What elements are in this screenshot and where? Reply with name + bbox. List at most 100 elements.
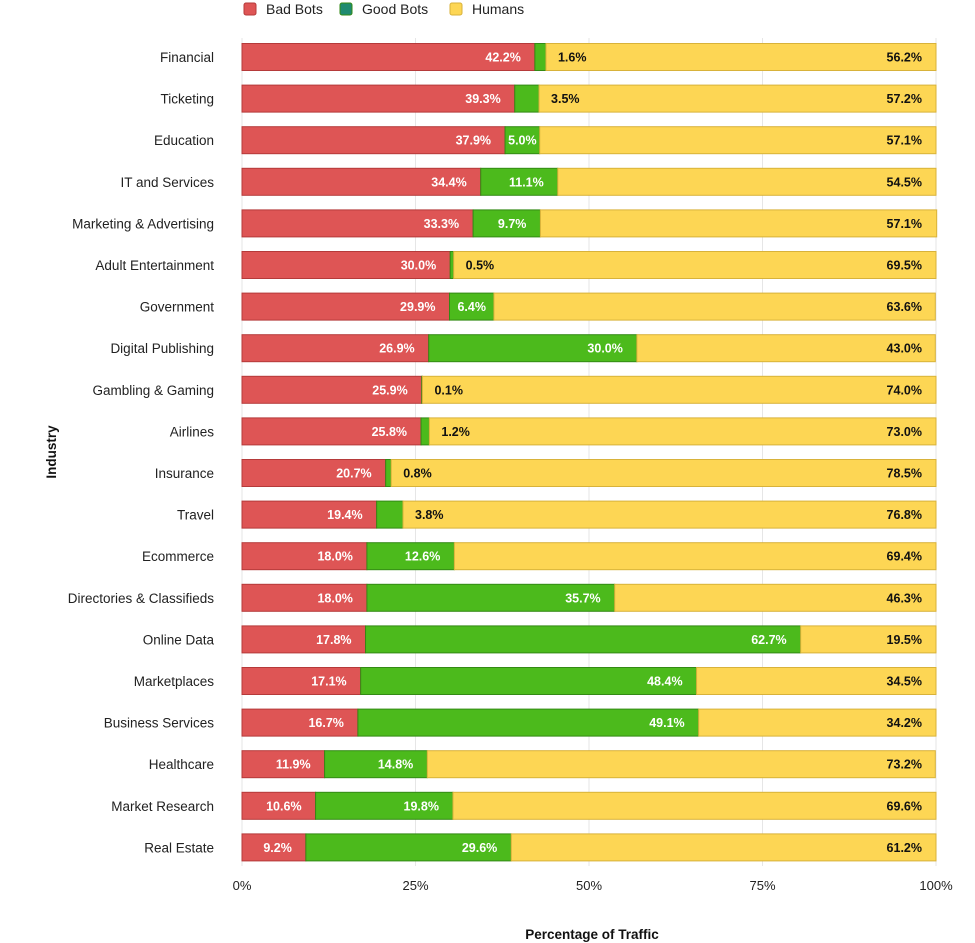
value-label-humans: 63.6% xyxy=(887,300,922,314)
bar-humans xyxy=(539,209,938,238)
value-label-humans: 43.0% xyxy=(887,342,922,356)
value-label-good-bots: 3.5% xyxy=(551,92,580,106)
value-label-bad-bots: 20.7% xyxy=(336,467,371,481)
bar-humans xyxy=(453,251,937,279)
value-label-good-bots: 62.7% xyxy=(751,633,786,647)
value-label-good-bots: 9.7% xyxy=(498,217,527,231)
bar-humans xyxy=(452,791,937,820)
bar-bad-bots xyxy=(241,43,536,71)
value-label-good-bots: 48.4% xyxy=(647,675,682,689)
value-label-bad-bots: 33.3% xyxy=(424,217,459,231)
category-label: Adult Entertainment xyxy=(95,258,214,273)
bar-bad-bots xyxy=(241,251,451,279)
bar-good-bots xyxy=(472,209,541,238)
bar-humans xyxy=(493,292,936,321)
bar-bad-bots xyxy=(241,500,378,529)
value-label-good-bots: 49.1% xyxy=(649,716,684,730)
bar-humans xyxy=(538,84,937,113)
bar-humans xyxy=(545,43,937,71)
bar-good-bots xyxy=(514,84,540,113)
bar-humans xyxy=(390,459,937,487)
x-tick-label: 75% xyxy=(749,878,775,893)
grid-lines xyxy=(241,38,937,866)
legend-label-humans: Humans xyxy=(472,1,524,17)
category-label: Airlines xyxy=(170,424,215,439)
bar-bad-bots xyxy=(241,417,422,446)
bar-bad-bots xyxy=(241,84,516,113)
x-axis-title: Percentage of Traffic xyxy=(525,927,659,942)
value-label-bad-bots: 26.9% xyxy=(379,342,414,356)
value-label-bad-bots: 25.9% xyxy=(372,383,407,397)
bar-good-bots xyxy=(365,625,802,654)
bar-humans xyxy=(402,500,937,529)
category-label: Online Data xyxy=(143,632,215,647)
value-label-bad-bots: 17.8% xyxy=(316,633,351,647)
value-label-humans: 61.2% xyxy=(887,841,922,855)
category-label: Financial xyxy=(160,50,214,65)
category-label: Insurance xyxy=(155,466,214,481)
value-label-humans: 73.2% xyxy=(887,758,922,772)
value-label-good-bots: 0.8% xyxy=(403,467,432,481)
bar-bad-bots xyxy=(241,167,482,196)
category-label: Travel xyxy=(177,508,214,523)
bar-humans xyxy=(510,833,937,862)
bar-humans xyxy=(428,417,937,446)
value-label-humans: 57.1% xyxy=(887,134,922,148)
value-label-bad-bots: 16.7% xyxy=(308,716,343,730)
category-label: Ecommerce xyxy=(142,549,214,564)
bar-good-bots xyxy=(449,292,495,321)
bar-good-bots xyxy=(420,417,430,446)
value-label-good-bots: 1.6% xyxy=(558,51,587,65)
value-label-good-bots: 11.1% xyxy=(509,175,544,189)
bar-humans xyxy=(453,542,937,571)
bar-bad-bots xyxy=(241,708,359,737)
bar-bad-bots xyxy=(241,833,307,862)
bar-bad-bots xyxy=(241,126,506,155)
bar-humans xyxy=(800,625,937,654)
category-label: Marketing & Advertising xyxy=(72,216,214,231)
bars: 42.2% 1.6% 56.2% 39.3% 3.5% 57.2% 37.9% 5.0% 57.… xyxy=(241,43,938,862)
x-tick-label: 50% xyxy=(576,878,602,893)
value-label-humans: 54.5% xyxy=(887,175,922,189)
value-label-bad-bots: 25.8% xyxy=(372,425,407,439)
value-label-humans: 34.2% xyxy=(887,716,922,730)
value-label-good-bots: 6.4% xyxy=(457,300,486,314)
value-label-humans: 34.5% xyxy=(887,675,922,689)
category-label: Ticketing xyxy=(160,92,214,107)
bar-good-bots xyxy=(504,126,541,155)
category-labels: Financial Ticketing Education IT and Servic… xyxy=(68,50,215,855)
value-label-humans: 78.5% xyxy=(887,467,922,481)
value-label-humans: 74.0% xyxy=(887,383,922,397)
y-axis-title: Industry xyxy=(44,425,59,479)
value-label-bad-bots: 10.6% xyxy=(266,799,301,813)
category-label: Market Research xyxy=(111,799,214,814)
bar-humans xyxy=(636,334,936,363)
legend-label-good-bots: Good Bots xyxy=(362,1,428,17)
bar-good-bots xyxy=(449,251,455,279)
x-tick-labels: 0% 25% 50% 75% 100% xyxy=(233,878,953,893)
category-label: IT and Services xyxy=(120,175,214,190)
x-tick-label: 100% xyxy=(919,878,953,893)
bar-bad-bots xyxy=(241,583,368,612)
value-label-bad-bots: 11.9% xyxy=(276,758,311,772)
value-label-good-bots: 12.6% xyxy=(405,550,440,564)
category-label: Healthcare xyxy=(149,757,214,772)
bar-good-bots xyxy=(385,459,392,487)
value-label-good-bots: 0.5% xyxy=(466,259,495,273)
value-label-good-bots: 0.1% xyxy=(434,383,463,397)
value-label-good-bots: 19.8% xyxy=(404,799,439,813)
bar-good-bots xyxy=(534,43,547,71)
value-label-bad-bots: 19.4% xyxy=(327,508,362,522)
value-label-humans: 76.8% xyxy=(887,508,922,522)
x-tick-label: 25% xyxy=(402,878,428,893)
bar-good-bots xyxy=(357,708,700,737)
value-label-good-bots: 3.8% xyxy=(415,508,444,522)
value-label-bad-bots: 42.2% xyxy=(485,51,520,65)
value-label-bad-bots: 34.4% xyxy=(431,175,466,189)
value-label-humans: 73.0% xyxy=(887,425,922,439)
value-label-good-bots: 14.8% xyxy=(378,758,413,772)
value-label-good-bots: 29.6% xyxy=(462,841,497,855)
value-label-bad-bots: 29.9% xyxy=(400,300,435,314)
bar-good-bots xyxy=(376,500,404,529)
bar-humans xyxy=(614,583,937,612)
